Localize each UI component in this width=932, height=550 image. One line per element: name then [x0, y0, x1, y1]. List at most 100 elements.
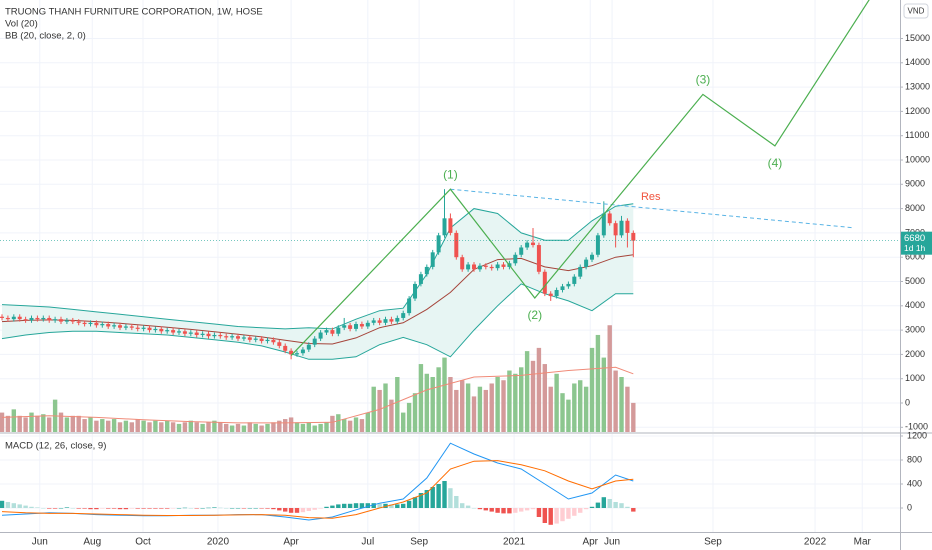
volume-bar	[300, 423, 306, 432]
macd-histogram-bar	[560, 507, 565, 522]
macd-histogram-bar	[501, 507, 506, 514]
candle-body	[94, 322, 99, 326]
candle-body	[495, 264, 500, 269]
y-tick-label: 0	[907, 502, 912, 512]
volume-bar	[507, 370, 512, 432]
volume-bar	[224, 423, 229, 432]
macd-histogram-bar	[29, 506, 34, 508]
volume-bar	[548, 386, 553, 432]
candle-body	[536, 245, 541, 272]
candle-body	[554, 290, 559, 297]
volume-bar	[542, 364, 548, 432]
volume-bar	[153, 420, 158, 432]
volume-bar	[200, 423, 205, 432]
volume-bar	[430, 377, 435, 432]
macd-histogram-bar	[194, 507, 199, 509]
volume-bar	[383, 383, 388, 432]
macd-histogram-bar	[583, 507, 589, 510]
volume-bar	[631, 402, 636, 432]
candle-body	[23, 319, 28, 321]
macd-histogram-bar	[265, 507, 270, 509]
volume-bar	[206, 422, 211, 432]
candle-body	[613, 223, 618, 236]
macd-histogram-bar	[589, 506, 595, 508]
macd-histogram-bar	[519, 507, 524, 512]
indicator-label: Vol (20)	[5, 19, 38, 30]
candle-body	[595, 235, 600, 255]
macd-histogram-bar	[218, 507, 223, 509]
volume-bar	[448, 377, 453, 432]
macd-histogram-bar	[530, 507, 536, 510]
candle-body	[566, 283, 571, 287]
macd-histogram-bar	[206, 507, 211, 509]
macd-histogram-bar	[601, 497, 607, 508]
candle-body	[277, 342, 282, 346]
candle-body	[147, 327, 152, 331]
macd-histogram-bar	[566, 507, 571, 519]
candle-body	[200, 333, 205, 335]
volume-bar	[100, 419, 105, 432]
volume-bar	[159, 422, 164, 432]
macd-histogram-bar	[330, 505, 335, 508]
candle-body	[318, 332, 323, 339]
wave-label: (3)	[696, 73, 711, 87]
candle-body	[76, 321, 81, 323]
candle-body	[212, 334, 217, 337]
macd-histogram-bar	[613, 501, 618, 508]
volume-bar	[359, 419, 365, 432]
macd-histogram-bar	[64, 507, 70, 508]
volume-bar	[94, 420, 99, 432]
macd-histogram-bar	[489, 507, 494, 512]
macd-histogram-bar	[47, 507, 52, 509]
x-tick-label: Jul	[361, 537, 374, 548]
volume-bar	[135, 419, 140, 432]
macd-histogram-bar	[283, 507, 288, 512]
volume-bar	[117, 422, 123, 432]
candle-body	[241, 337, 246, 339]
volume-bar	[247, 422, 253, 432]
candle-body	[560, 286, 565, 291]
candle-body	[53, 319, 58, 321]
volume-bar	[424, 373, 430, 432]
volume-bar	[330, 415, 335, 432]
macd-histogram-bar	[377, 503, 382, 508]
x-tick-label: Apr	[582, 537, 598, 548]
volume-bar	[88, 417, 93, 432]
candle-body	[354, 324, 359, 329]
macd-histogram-bar	[436, 483, 441, 508]
y-tick-label: 13000	[905, 81, 930, 91]
currency-box[interactable]	[903, 3, 929, 19]
candle-body	[625, 220, 630, 233]
macd-histogram-bar	[23, 505, 28, 508]
macd-histogram-bar	[229, 507, 235, 509]
candle-body	[607, 213, 612, 224]
macd-histogram-bar	[182, 507, 188, 509]
volume-bar	[401, 412, 406, 432]
y-tick-label: 11000	[905, 130, 929, 140]
macd-histogram-bar	[58, 507, 64, 509]
x-tick-label: 2021	[503, 537, 526, 548]
macd-histogram-bar	[507, 507, 512, 514]
volume-bar	[76, 415, 81, 432]
candle-body	[123, 326, 128, 328]
macd-pane	[0, 434, 900, 532]
macd-histogram-bar	[430, 486, 435, 508]
volume-bar	[389, 399, 394, 432]
candle-body	[247, 337, 252, 340]
macd-line	[1, 442, 634, 521]
macd-histogram-bar	[294, 507, 300, 513]
macd-histogram-bar	[625, 506, 630, 508]
currency: VND	[908, 7, 925, 16]
macd-histogram-bar	[170, 507, 176, 509]
macd-histogram-bar	[306, 507, 312, 511]
x-tick-label: 2022	[804, 537, 827, 548]
macd-histogram-bar	[11, 503, 17, 508]
volume-bar	[288, 417, 294, 432]
candle-body	[106, 324, 111, 327]
volume-bar	[513, 373, 518, 432]
volume-bar	[11, 409, 17, 432]
x-tick-label: Sep	[704, 537, 722, 548]
macd-histogram-bar	[277, 507, 282, 511]
candle-body	[472, 264, 477, 270]
price-pane: Res (1) (2) (3) (4)	[0, 0, 900, 432]
